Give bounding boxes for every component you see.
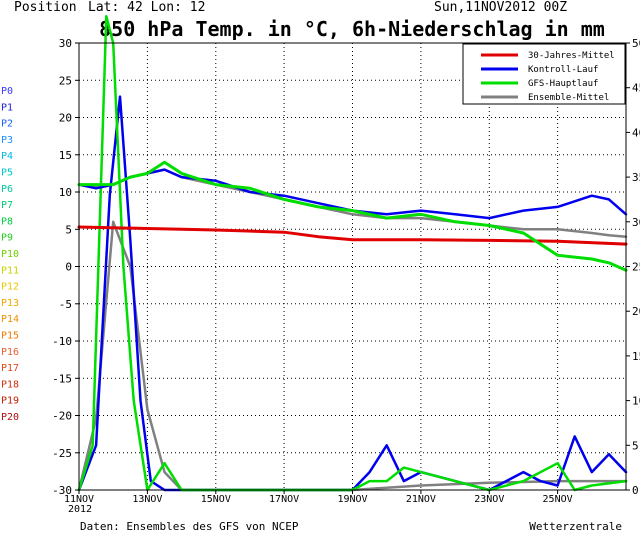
y-right-tick-label: 20 (632, 305, 640, 318)
member-labels: P0 P1 P2 P3 P4 P5 P6 P7 P8 P9 P10 P11 P12 P13 P14 P15 P1… (1, 86, 19, 423)
y-left-tick-label: -10 (52, 335, 72, 348)
y-left-tick-label: 20 (59, 112, 72, 125)
x-tick-label: 23NOV (474, 494, 504, 505)
grid (79, 43, 626, 490)
member-label: P14 (1, 314, 19, 325)
y-left-tick-label: 15 (59, 149, 72, 162)
y-left-tick-label: 10 (59, 186, 72, 199)
year-label: 2012 (68, 504, 92, 515)
x-tick-label: 25NOV (543, 494, 573, 505)
position-label: Position (14, 0, 77, 15)
y-right-tick-label: 15 (632, 350, 640, 363)
gfs-temp-line (77, 160, 628, 272)
y-right-tick-label: 10 (632, 395, 640, 408)
member-label: P7 (1, 200, 13, 211)
member-label: P5 (1, 168, 13, 179)
member-label: P13 (1, 298, 19, 309)
y-right-tick-label: 0 (632, 484, 639, 497)
legend-label: Ensemble-Mittel (528, 93, 609, 103)
x-tick-label: 17NOV (269, 494, 299, 505)
member-label: P1 (1, 102, 13, 113)
y-left-tick-label: -25 (52, 447, 72, 460)
member-label: P11 (1, 265, 19, 276)
member-label: P2 (1, 119, 13, 130)
y-right-tick-label: 25 (632, 261, 640, 274)
y-right-tick-label: 40 (632, 126, 640, 139)
x-tick-label: 15NOV (201, 494, 231, 505)
member-label: P15 (1, 331, 19, 342)
y-right-tick-label: 35 (632, 171, 640, 184)
member-label: P0 (1, 86, 13, 97)
member-label: P4 (1, 151, 13, 162)
y-left-tick-label: 30 (59, 37, 72, 50)
legend-label: 30-Jahres-Mittel (528, 51, 615, 61)
y-left-tick-label: -30 (52, 484, 72, 497)
y-left-tick-label: -5 (59, 298, 72, 311)
footer-source: Daten: Ensembles des GFS von NCEP (80, 520, 299, 533)
y-left-tick-label: 25 (59, 74, 72, 87)
legend: 30-Jahres-Mittel Kontroll-Lauf GFS-Hauptla… (462, 43, 626, 105)
footer-brand: Wetterzentrale (529, 520, 622, 533)
x-tick-label: 11NOV (64, 494, 94, 505)
y-right-tick-label: 30 (632, 216, 640, 229)
chart-title: 850 hPa Temp. in °C, 6h-Niederschlag in … (99, 17, 605, 41)
y-left-tick-label: -20 (52, 410, 72, 423)
y-right-tick-label: 50 (632, 37, 640, 50)
x-tick-label: 21NOV (406, 494, 436, 505)
member-label: P3 (1, 135, 13, 146)
y-left-tick-label: 0 (65, 261, 72, 274)
member-label: P6 (1, 184, 13, 195)
axes: 11NOV 13NOV 15NOV 17NOV 19NOV 21NOV 23NOV 25NOV… (52, 37, 640, 505)
x-tick-label: 13NOV (132, 494, 162, 505)
y-left-tick-label: 5 (65, 223, 72, 236)
x-tick-label: 19NOV (337, 494, 367, 505)
y-left-tick-label: -15 (52, 372, 72, 385)
legend-label: GFS-Hauptlauf (528, 79, 598, 89)
member-label: P17 (1, 363, 19, 374)
series-group (77, 14, 628, 492)
member-label: P18 (1, 379, 19, 390)
y-right-tick-label: 5 (632, 439, 639, 452)
member-label: P12 (1, 282, 19, 293)
member-label: P16 (1, 347, 19, 358)
member-label: P19 (1, 396, 19, 407)
control-precip-line (77, 95, 628, 492)
member-label: P20 (1, 412, 19, 423)
y-right-tick-label: 45 (632, 82, 640, 95)
location-label: Lat: 42 Lon: 12 (88, 0, 205, 15)
gfs-precip-line (77, 14, 628, 492)
member-label: P10 (1, 249, 19, 260)
climate-mean-temp-line (77, 225, 628, 246)
ensemble-mean-precip-line (77, 220, 628, 492)
legend-label: Kontroll-Lauf (528, 65, 598, 75)
member-label: P9 (1, 233, 13, 244)
member-label: P8 (1, 216, 13, 227)
run-time-label: Sun,11NOV2012 00Z (434, 0, 567, 15)
